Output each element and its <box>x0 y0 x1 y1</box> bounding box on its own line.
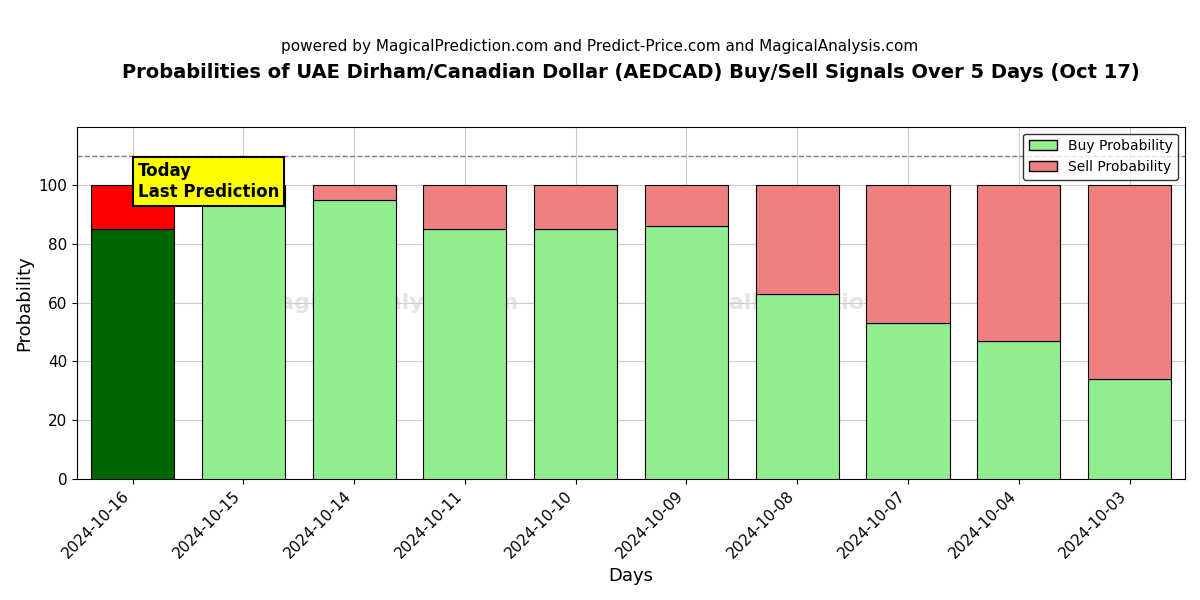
Bar <box>91 185 174 229</box>
Bar <box>644 185 728 226</box>
Bar <box>866 323 949 479</box>
Bar <box>977 341 1061 479</box>
Bar <box>202 203 284 479</box>
Bar <box>1088 185 1171 379</box>
Legend: Buy Probability, Sell Probability: Buy Probability, Sell Probability <box>1024 134 1178 179</box>
Bar <box>202 185 284 203</box>
Text: powered by MagicalPrediction.com and Predict-Price.com and MagicalAnalysis.com: powered by MagicalPrediction.com and Pre… <box>281 39 919 54</box>
X-axis label: Days: Days <box>608 567 654 585</box>
Bar <box>644 226 728 479</box>
Bar <box>866 185 949 323</box>
Bar <box>312 185 396 200</box>
Text: MagicalPrediction.com: MagicalPrediction.com <box>654 293 940 313</box>
Y-axis label: Probability: Probability <box>14 255 32 350</box>
Bar <box>424 229 506 479</box>
Title: Probabilities of UAE Dirham/Canadian Dollar (AEDCAD) Buy/Sell Signals Over 5 Day: Probabilities of UAE Dirham/Canadian Dol… <box>122 63 1140 82</box>
Text: Today
Last Prediction: Today Last Prediction <box>138 162 280 200</box>
Bar <box>756 294 839 479</box>
Text: MagicalAnalysis.com: MagicalAnalysis.com <box>257 293 518 313</box>
Bar <box>312 200 396 479</box>
Bar <box>977 185 1061 341</box>
Bar <box>1088 379 1171 479</box>
Bar <box>534 229 617 479</box>
Bar <box>756 185 839 294</box>
Bar <box>534 185 617 229</box>
Bar <box>91 229 174 479</box>
Bar <box>424 185 506 229</box>
